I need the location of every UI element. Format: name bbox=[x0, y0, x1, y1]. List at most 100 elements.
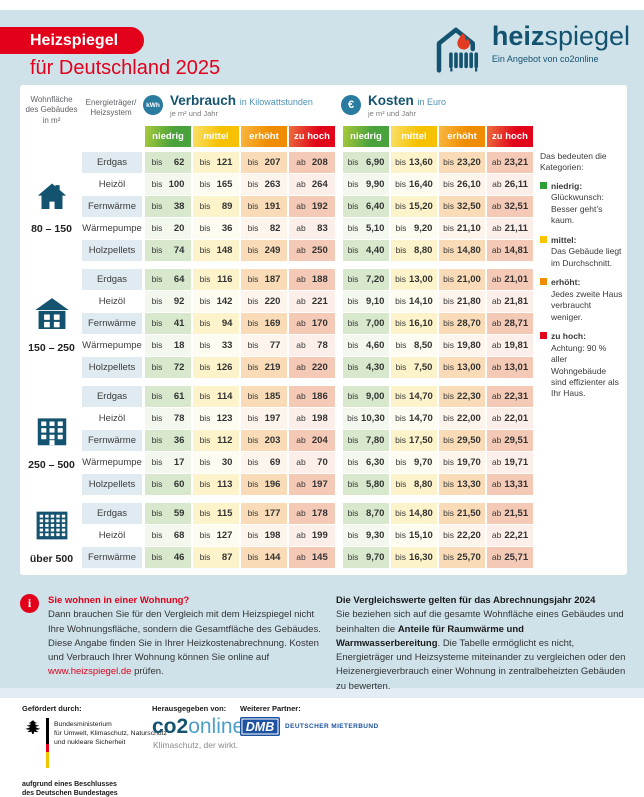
verbrauch-value-cell: bis 123 bbox=[193, 408, 239, 429]
verbrauch-value-cell: ab 70 bbox=[289, 452, 335, 473]
funding-label: Gefördert durch: bbox=[22, 704, 82, 713]
verbrauch-value-cell: bis 74 bbox=[145, 240, 191, 261]
verbrauch-value-cell: ab 208 bbox=[289, 152, 335, 173]
category-chip-zu-hoch: zu hoch bbox=[289, 126, 335, 147]
kosten-value-cell: ab 21,81 bbox=[487, 291, 533, 312]
ministry-logo: Bundesministerium für Umwelt, Klimaschut… bbox=[22, 718, 167, 768]
verbrauch-value-cell: ab 264 bbox=[289, 174, 335, 195]
kosten-value-cell: bis 9,70 bbox=[391, 452, 437, 473]
kosten-value-cell: bis 29,50 bbox=[439, 430, 485, 451]
verbrauch-value-cell: ab 145 bbox=[289, 547, 335, 568]
kosten-header: € Kosten in Euro je m² und Jahr bbox=[341, 93, 537, 118]
verbrauch-value-cell: bis 112 bbox=[193, 430, 239, 451]
verbrauch-value-cell: bis 36 bbox=[193, 218, 239, 239]
partner-label: Weiterer Partner: bbox=[240, 704, 301, 713]
funding-note: aufgrund eines Beschlusses des Deutschen… bbox=[22, 781, 118, 797]
kosten-value-cell: bis 15,20 bbox=[391, 196, 437, 217]
orange-square-icon bbox=[540, 278, 547, 286]
verbrauch-value-cell: ab 192 bbox=[289, 196, 335, 217]
category-chip-niedrig: niedrig bbox=[343, 126, 389, 147]
heizspiegel-link[interactable]: www.heizspiegel.de bbox=[48, 666, 132, 678]
fuel-label: Erdgas bbox=[82, 386, 142, 407]
kosten-value-cell: ab 21,11 bbox=[487, 218, 533, 239]
kosten-value-cell: bis 21,10 bbox=[439, 218, 485, 239]
size-range-label: 80 – 150 bbox=[31, 222, 72, 235]
size-group: 250 – 500 bbox=[23, 386, 80, 496]
kosten-value-cell: bis 21,50 bbox=[439, 503, 485, 524]
verbrauch-value-cell: bis 38 bbox=[145, 196, 191, 217]
kosten-value-cell: ab 21,01 bbox=[487, 269, 533, 290]
kosten-value-cell: bis 7,80 bbox=[343, 430, 389, 451]
column-header-size: Wohnfläche des Gebäudes in m² bbox=[25, 95, 78, 125]
house-medium-icon bbox=[33, 295, 71, 338]
verbrauch-value-cell: bis 165 bbox=[193, 174, 239, 195]
kosten-value-cell: bis 13,00 bbox=[439, 357, 485, 378]
kosten-value-cell: bis 28,70 bbox=[439, 313, 485, 334]
category-chips-row: niedrig mittel erhöht zu hoch niedrig mittel e… bbox=[145, 126, 535, 147]
verbrauch-value-cell: bis 100 bbox=[145, 174, 191, 195]
logo-tagline: Ein Angebot von co2online bbox=[491, 53, 599, 64]
legend-item-mittel: mittel: Das Gebäude liegt im Durchschnit… bbox=[540, 235, 624, 269]
verbrauch-header: kWh Verbrauch in Kilowattstunden je m² u… bbox=[143, 93, 339, 118]
table-row-Wärmepumpe: Wärmepumpe bis 17 bis 30 bis 69 ab 70 bis 6,30 bis 9… bbox=[82, 452, 535, 473]
verbrauch-value-cell: ab 178 bbox=[289, 503, 335, 524]
table-row-Fernwärme: Fernwärme bis 38 bis 89 bis 191 ab 192 bis 6,40 bis… bbox=[82, 196, 535, 217]
verbrauch-value-cell: ab 78 bbox=[289, 335, 335, 356]
kosten-value-cell: bis 14,70 bbox=[391, 408, 437, 429]
size-block-250–500: 250 – 500 Erdgas bis 61 bis 114 bis 185 ab 186 bis… bbox=[23, 386, 534, 496]
kosten-value-cell: bis 9,10 bbox=[343, 291, 389, 312]
category-chip-niedrig: niedrig bbox=[145, 126, 191, 147]
ministry-name: Bundesministerium für Umwelt, Klimaschut… bbox=[54, 721, 167, 747]
table-row-Fernwärme: Fernwärme bis 46 bis 87 bis 144 ab 145 bis 9,70 bis… bbox=[82, 547, 535, 568]
table-row-Fernwärme: Fernwärme bis 41 bis 94 bis 169 ab 170 bis 7,00 bis… bbox=[82, 313, 535, 334]
verbrauch-value-cell: bis 187 bbox=[241, 269, 287, 290]
table-row-Holzpellets: Holzpellets bis 60 bis 113 bis 196 ab 197 bis 5,80… bbox=[82, 474, 535, 495]
dmb-partner-name: DEUTSCHER MIETERBUND bbox=[285, 723, 379, 730]
verbrauch-value-cell: bis 177 bbox=[241, 503, 287, 524]
kosten-value-cell: bis 6,40 bbox=[343, 196, 389, 217]
verbrauch-unit: in Kilowattstunden bbox=[239, 97, 313, 107]
kosten-value-cell: bis 16,30 bbox=[391, 547, 437, 568]
kosten-value-cell: bis 9,20 bbox=[391, 218, 437, 239]
verbrauch-value-cell: bis 41 bbox=[145, 313, 191, 334]
red-square-icon bbox=[540, 332, 547, 340]
kosten-value-cell: bis 16,40 bbox=[391, 174, 437, 195]
verbrauch-value-cell: bis 121 bbox=[193, 152, 239, 173]
kosten-title: Kosten bbox=[368, 93, 414, 108]
info-reference-heading: Die Vergleichswerte gelten für das Abrec… bbox=[336, 595, 596, 606]
verbrauch-value-cell: bis 89 bbox=[193, 196, 239, 217]
column-header-fuel: Energie­träger/ Heizsystem bbox=[85, 98, 137, 118]
kosten-value-cell: ab 19,81 bbox=[487, 335, 533, 356]
table-row-Heizöl: Heizöl bis 92 bis 142 bis 220 ab 221 bis 9,10 bis 14… bbox=[82, 291, 535, 312]
kosten-value-cell: bis 8,80 bbox=[391, 240, 437, 261]
kosten-value-cell: bis 5,80 bbox=[343, 474, 389, 495]
verbrauch-value-cell: bis 33 bbox=[193, 335, 239, 356]
kosten-unit: in Euro bbox=[417, 97, 447, 107]
kosten-value-cell: ab 23,21 bbox=[487, 152, 533, 173]
kosten-value-cell: bis 8,80 bbox=[391, 474, 437, 495]
verbrauch-value-cell: bis 191 bbox=[241, 196, 287, 217]
info-apartment-heading: Sie wohnen in einer Wohnung? bbox=[48, 595, 190, 606]
federal-eagle-icon bbox=[22, 718, 42, 745]
table-row-Wärmepumpe: Wärmepumpe bis 20 bis 36 bis 82 ab 83 bis 5,10 bis 9… bbox=[82, 218, 535, 239]
fuel-label: Fernwärme bbox=[82, 196, 142, 217]
verbrauch-value-cell: bis 185 bbox=[241, 386, 287, 407]
kosten-value-cell: bis 9,90 bbox=[343, 174, 389, 195]
verbrauch-value-cell: bis 72 bbox=[145, 357, 191, 378]
size-range-label: über 500 bbox=[29, 553, 74, 565]
building-icon bbox=[33, 412, 71, 455]
kosten-value-cell: bis 19,80 bbox=[439, 335, 485, 356]
kosten-value-cell: bis 4,40 bbox=[343, 240, 389, 261]
kosten-value-cell: bis 22,00 bbox=[439, 408, 485, 429]
table-row-Heizöl: Heizöl bis 100 bis 165 bis 263 ab 264 bis 9,90 bis 1… bbox=[82, 174, 535, 195]
fuel-label: Wärmepumpe bbox=[82, 218, 142, 239]
kosten-value-cell: bis 19,70 bbox=[439, 452, 485, 473]
category-chip-zu-hoch: zu hoch bbox=[487, 126, 533, 147]
verbrauch-value-cell: ab 197 bbox=[289, 474, 335, 495]
kosten-value-cell: bis 14,80 bbox=[439, 240, 485, 261]
publisher-label: Herausgegeben von: bbox=[152, 704, 227, 713]
tower-icon bbox=[32, 507, 72, 549]
verbrauch-value-cell: bis 18 bbox=[145, 335, 191, 356]
euro-icon: € bbox=[341, 95, 361, 115]
footer: Gefördert durch: Herausgegeben von: Weit… bbox=[0, 698, 644, 797]
